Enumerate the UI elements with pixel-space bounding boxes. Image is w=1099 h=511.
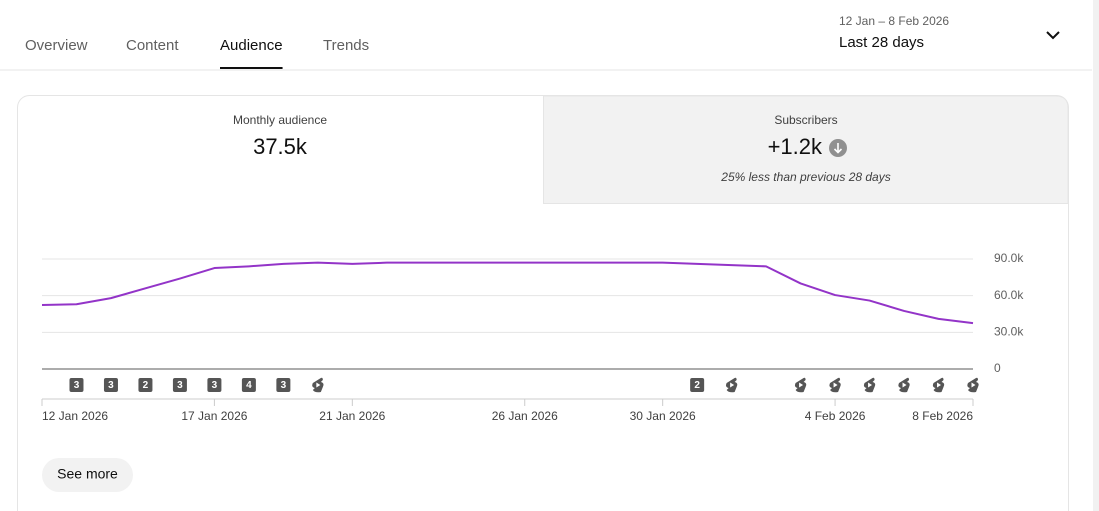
tab-underline — [220, 67, 283, 69]
upload-count[interactable]: 3 — [177, 380, 183, 391]
upload-badge[interactable] — [690, 378, 705, 392]
y-tick-label: 0 — [994, 361, 1001, 375]
date-label[interactable]: Last 28 days — [839, 34, 924, 51]
shorts-play — [902, 382, 907, 388]
x-tick-label: 12 Jan 2026 — [42, 409, 108, 423]
metric-tab-selected[interactable] — [543, 95, 1069, 204]
shorts-play — [833, 382, 838, 388]
metric-title[interactable]: Monthly audience — [233, 113, 327, 127]
upload-count[interactable]: 3 — [281, 380, 287, 391]
upload-count[interactable]: 3 — [108, 380, 114, 391]
tabs: Overview Content Audience Trends — [25, 37, 369, 69]
upload-badge[interactable] — [207, 378, 222, 392]
x-tick-label: 8 Feb 2026 — [912, 409, 973, 423]
shorts-play — [730, 382, 735, 388]
tab[interactable]: Audience — [220, 37, 283, 54]
shorts-play — [971, 382, 976, 388]
shorts-play — [799, 382, 804, 388]
x-tick-label: 30 Jan 2026 — [630, 409, 696, 423]
x-tick-label: 26 Jan 2026 — [492, 409, 558, 423]
trend-arrow — [833, 143, 843, 154]
upload-badge[interactable] — [138, 378, 153, 392]
shorts-play — [937, 382, 942, 388]
shorts-play — [868, 382, 873, 388]
upload-badge[interactable] — [172, 378, 187, 392]
upload-badge[interactable] — [103, 378, 118, 392]
shorts-play — [316, 382, 321, 388]
tab[interactable]: Trends — [323, 37, 369, 54]
upload-count[interactable]: 3 — [74, 380, 80, 391]
x-tick-label: 17 Jan 2026 — [181, 409, 247, 423]
chart: 0 30.0k 60.0k 90.0k 12 Jan 2026 17 Jan 2026 21… — [41, 251, 1024, 423]
metric-title[interactable]: Subscribers — [774, 113, 837, 127]
upload-count[interactable]: 3 — [212, 380, 218, 391]
dropdown-chevron[interactable] — [1046, 31, 1060, 40]
y-tick-label: 90.0k — [994, 251, 1024, 265]
see-more-button[interactable] — [42, 458, 133, 492]
upload-count[interactable]: 2 — [143, 380, 149, 391]
metric-note: 25% less than previous 28 days — [720, 170, 890, 184]
upload-badge[interactable] — [241, 378, 256, 392]
tab[interactable]: Overview — [25, 37, 88, 54]
x-tick-label: 21 Jan 2026 — [319, 409, 385, 423]
metric-value: 37.5k — [253, 134, 308, 159]
metric-value: +1.2k — [768, 134, 823, 159]
upload-badge[interactable] — [276, 378, 291, 392]
y-tick-label: 30.0k — [994, 325, 1024, 339]
y-tick-label: 60.0k — [994, 288, 1024, 302]
line-series — [41, 261, 974, 325]
tab[interactable]: Content — [126, 37, 179, 54]
see-more-label[interactable]: See more — [57, 466, 118, 482]
scrollbar — [1093, 0, 1099, 511]
date-range: 12 Jan – 8 Feb 2026 — [839, 14, 949, 28]
x-tick-label: 4 Feb 2026 — [805, 409, 866, 423]
upload-badge[interactable] — [69, 378, 84, 392]
upload-count[interactable]: 4 — [246, 380, 252, 391]
upload-count[interactable]: 2 — [694, 380, 700, 391]
